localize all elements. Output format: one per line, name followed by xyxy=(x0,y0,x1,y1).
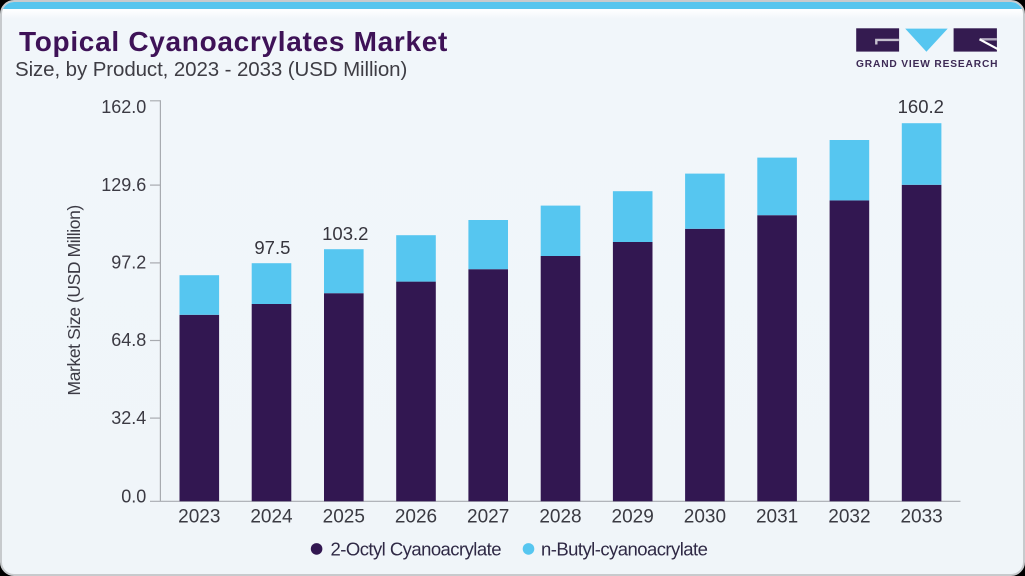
svg-text:2026: 2026 xyxy=(395,506,437,527)
svg-text:160.2: 160.2 xyxy=(898,96,944,117)
svg-text:GRAND VIEW RESEARCH: GRAND VIEW RESEARCH xyxy=(856,59,998,70)
svg-text:0.0: 0.0 xyxy=(121,487,146,507)
svg-text:2032: 2032 xyxy=(828,506,870,527)
svg-text:2-Octyl Cyanoacrylate: 2-Octyl Cyanoacrylate xyxy=(331,539,502,560)
svg-text:2025: 2025 xyxy=(323,506,365,527)
svg-text:2029: 2029 xyxy=(612,506,654,527)
svg-text:129.6: 129.6 xyxy=(101,175,146,195)
svg-text:2024: 2024 xyxy=(250,506,293,527)
svg-text:32.4: 32.4 xyxy=(111,408,146,428)
svg-text:97.2: 97.2 xyxy=(111,252,146,272)
svg-text:2028: 2028 xyxy=(539,506,581,527)
svg-text:97.5: 97.5 xyxy=(254,237,290,258)
svg-text:2023: 2023 xyxy=(178,506,220,527)
svg-text:2031: 2031 xyxy=(756,506,798,527)
svg-text:Market Size (USD Million): Market Size (USD Million) xyxy=(64,205,84,395)
svg-text:n-Butyl-cyanoacrylate: n-Butyl-cyanoacrylate xyxy=(541,539,708,560)
svg-text:2030: 2030 xyxy=(684,506,726,527)
svg-text:103.2: 103.2 xyxy=(322,223,368,244)
svg-text:2027: 2027 xyxy=(467,506,509,527)
svg-text:2033: 2033 xyxy=(900,506,942,527)
svg-text:64.8: 64.8 xyxy=(111,330,146,350)
svg-text:162.0: 162.0 xyxy=(101,97,146,117)
